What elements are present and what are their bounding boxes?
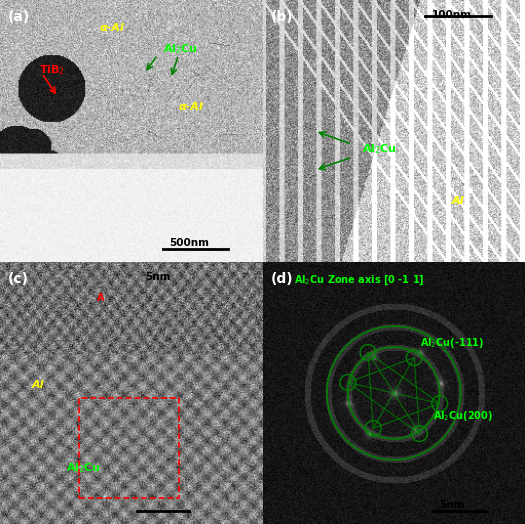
Text: Al$_2$Cu: Al$_2$Cu xyxy=(66,462,101,475)
Text: α-Al: α-Al xyxy=(178,102,203,112)
Text: (b): (b) xyxy=(270,10,293,25)
Text: α-Al: α-Al xyxy=(100,24,124,34)
Text: (c): (c) xyxy=(8,272,29,287)
Text: (d): (d) xyxy=(270,272,293,287)
Bar xyxy=(79,398,178,498)
Text: Al: Al xyxy=(452,196,464,206)
Text: Al$_2$Cu Zone axis [0 -1 1]: Al$_2$Cu Zone axis [0 -1 1] xyxy=(294,274,425,287)
Text: Al$_2$Cu: Al$_2$Cu xyxy=(163,42,198,56)
Text: Al: Al xyxy=(32,380,44,390)
Text: 100nm: 100nm xyxy=(432,10,471,20)
Text: TiB$_2$: TiB$_2$ xyxy=(39,63,66,77)
Text: Al$_2$Cu(-111): Al$_2$Cu(-111) xyxy=(420,336,484,350)
Text: (a): (a) xyxy=(8,10,30,25)
Text: 5nm: 5nm xyxy=(439,500,464,510)
Text: A: A xyxy=(97,293,104,303)
Text: 500nm: 500nm xyxy=(169,238,209,248)
Text: Al$_2$Cu: Al$_2$Cu xyxy=(362,142,397,156)
Text: Al$_2$Cu(200): Al$_2$Cu(200) xyxy=(433,409,494,423)
Text: 5nm: 5nm xyxy=(145,272,170,282)
